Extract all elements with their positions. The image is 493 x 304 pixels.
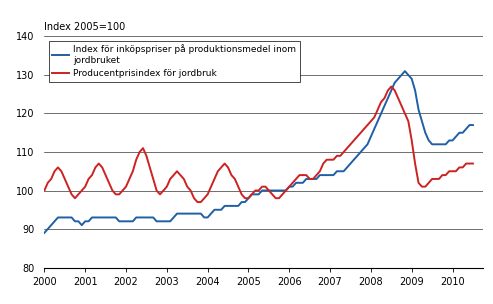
Producentprisindex för jordbruk bbox=[300, 173, 306, 177]
Producentprisindex för jordbruk bbox=[388, 85, 394, 88]
Index för inköpspriser på produktionsmedel inom
jordbruket bbox=[296, 181, 302, 185]
Producentprisindex för jordbruk bbox=[62, 177, 68, 181]
Index för inköpspriser på produktionsmedel inom
jordbruket bbox=[41, 231, 47, 235]
Index för inköpspriser på produktionsmedel inom
jordbruket bbox=[443, 143, 449, 146]
Legend: Index för inköpspriser på produktionsmedel inom
jordbruket, Producentprisindex f: Index för inköpspriser på produktionsmed… bbox=[49, 41, 300, 82]
Line: Index för inköpspriser på produktionsmedel inom
jordbruket: Index för inköpspriser på produktionsmed… bbox=[44, 71, 473, 233]
Producentprisindex för jordbruk bbox=[446, 169, 452, 173]
Index för inköpspriser på produktionsmedel inom
jordbruket bbox=[405, 73, 411, 77]
Producentprisindex för jordbruk bbox=[293, 177, 299, 181]
Index för inköpspriser på produktionsmedel inom
jordbruket bbox=[290, 185, 296, 188]
Line: Producentprisindex för jordbruk: Producentprisindex för jordbruk bbox=[44, 87, 473, 202]
Producentprisindex för jordbruk bbox=[470, 162, 476, 165]
Producentprisindex för jordbruk bbox=[194, 200, 200, 204]
Index för inköpspriser på produktionsmedel inom
jordbruket bbox=[402, 69, 408, 73]
Producentprisindex för jordbruk bbox=[409, 139, 415, 142]
Text: Index 2005=100: Index 2005=100 bbox=[44, 22, 126, 32]
Producentprisindex för jordbruk bbox=[41, 189, 47, 192]
Index för inköpspriser på produktionsmedel inom
jordbruket bbox=[314, 177, 319, 181]
Producentprisindex för jordbruk bbox=[317, 169, 323, 173]
Index för inköpspriser på produktionsmedel inom
jordbruket bbox=[470, 123, 476, 127]
Index för inköpspriser på produktionsmedel inom
jordbruket bbox=[62, 216, 68, 219]
